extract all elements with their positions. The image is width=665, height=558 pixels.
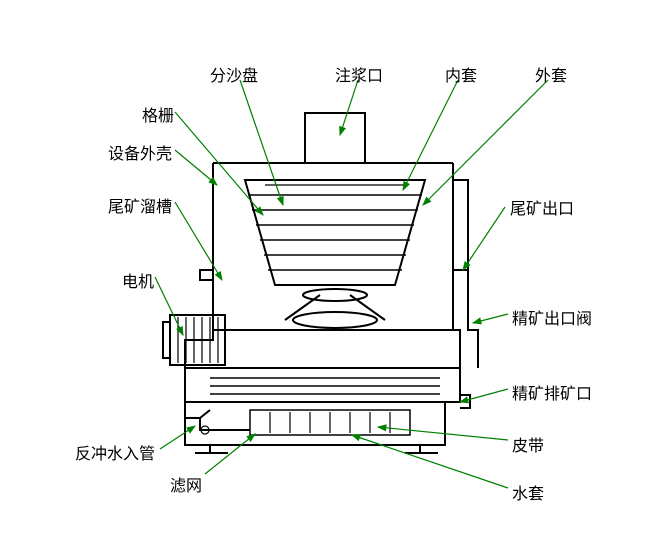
leader-weikuangck bbox=[463, 207, 505, 270]
leader-waitao bbox=[423, 80, 548, 205]
leader-shuitao bbox=[352, 435, 508, 488]
diagram-canvas: 分沙盘 注浆口 内套 外套 格栅 设备外壳 尾矿溜槽 电机 反冲水入管 滤网 尾… bbox=[0, 0, 665, 558]
leader-neitao bbox=[403, 80, 458, 190]
label-shuitao: 水套 bbox=[512, 480, 544, 504]
leader-pidai bbox=[378, 427, 508, 440]
label-lvwang: 滤网 bbox=[170, 472, 202, 496]
label-jingkuangckf: 精矿出口阀 bbox=[512, 305, 592, 329]
label-weikuangck: 尾矿出口 bbox=[510, 195, 574, 219]
label-zhujiangkou: 注浆口 bbox=[335, 62, 383, 86]
label-dianji: 电机 bbox=[122, 268, 154, 292]
label-waitao: 外套 bbox=[535, 62, 567, 86]
label-neitao: 内套 bbox=[445, 62, 477, 86]
label-fanchong: 反冲水入管 bbox=[75, 440, 155, 464]
label-weikuanglc: 尾矿溜槽 bbox=[108, 193, 172, 217]
leader-jingkuangckf bbox=[473, 314, 508, 323]
label-shebeiwk: 设备外壳 bbox=[108, 140, 172, 164]
label-jingkuangpk: 精矿排矿口 bbox=[512, 380, 592, 404]
label-pidai: 皮带 bbox=[512, 432, 544, 456]
leader-shebeiwk bbox=[175, 150, 217, 185]
label-fenshapan: 分沙盘 bbox=[210, 62, 258, 86]
label-geshan: 格栅 bbox=[142, 102, 174, 126]
leader-zhujiangkou bbox=[340, 80, 358, 135]
leader-weikuanglc bbox=[175, 202, 222, 280]
